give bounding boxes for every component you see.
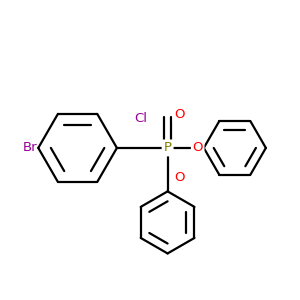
Text: O: O [174, 171, 184, 184]
Text: O: O [192, 141, 203, 154]
Text: Br: Br [22, 141, 37, 154]
Text: Cl: Cl [134, 112, 147, 125]
Text: P: P [164, 141, 172, 154]
Text: O: O [174, 108, 184, 121]
